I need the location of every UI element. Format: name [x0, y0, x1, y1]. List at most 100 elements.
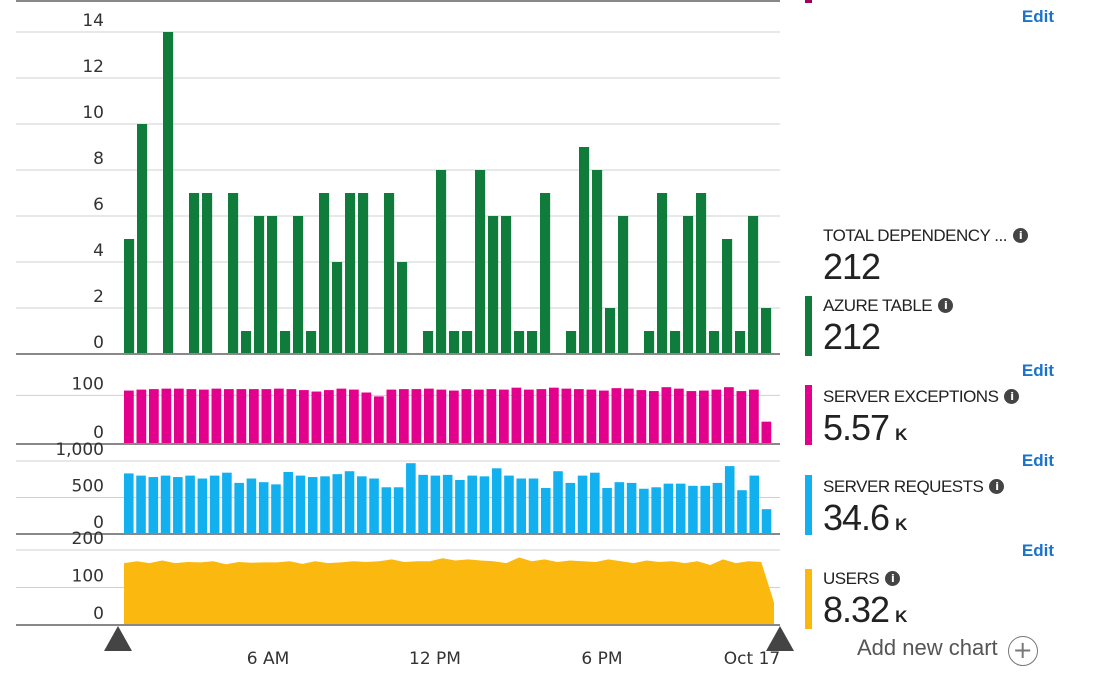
bar[interactable]	[540, 488, 551, 534]
bar[interactable]	[249, 389, 259, 444]
bar[interactable]	[306, 331, 317, 354]
bar[interactable]	[381, 487, 392, 534]
bar[interactable]	[332, 474, 343, 534]
bar[interactable]	[565, 482, 576, 534]
bar[interactable]	[295, 475, 306, 534]
bar[interactable]	[241, 331, 252, 354]
bar[interactable]	[280, 331, 291, 354]
bar[interactable]	[324, 390, 334, 444]
bar[interactable]	[516, 478, 527, 534]
bar[interactable]	[611, 388, 622, 444]
bar[interactable]	[149, 389, 159, 444]
bar[interactable]	[688, 485, 698, 534]
bar[interactable]	[602, 488, 612, 534]
bar[interactable]	[661, 387, 672, 444]
range-end-handle[interactable]	[766, 626, 794, 651]
bar[interactable]	[528, 478, 539, 534]
bar[interactable]	[397, 262, 408, 354]
bar[interactable]	[246, 478, 257, 534]
bar[interactable]	[399, 389, 409, 444]
bar[interactable]	[748, 216, 759, 354]
bar[interactable]	[449, 390, 459, 444]
bar[interactable]	[189, 193, 200, 354]
edit-link[interactable]: Edit	[1021, 361, 1054, 380]
bar[interactable]	[574, 389, 584, 444]
bar[interactable]	[160, 475, 171, 534]
edit-link[interactable]: Edit	[1021, 451, 1054, 470]
bar[interactable]	[236, 389, 247, 444]
range-start-handle[interactable]	[104, 626, 132, 651]
bar[interactable]	[737, 490, 747, 534]
add-new-chart-button[interactable]: Add new chart +	[857, 635, 1038, 666]
bar[interactable]	[499, 389, 509, 444]
bar[interactable]	[644, 331, 655, 354]
bar[interactable]	[274, 388, 284, 444]
bar[interactable]	[749, 389, 759, 444]
bar[interactable]	[436, 389, 447, 444]
bar[interactable]	[626, 482, 637, 534]
bar[interactable]	[267, 216, 278, 354]
bar[interactable]	[174, 388, 184, 444]
bar[interactable]	[467, 475, 477, 534]
bar[interactable]	[423, 331, 434, 354]
bar[interactable]	[436, 170, 447, 354]
bar[interactable]	[724, 466, 735, 534]
bar[interactable]	[344, 471, 355, 534]
bar[interactable]	[579, 147, 590, 354]
bar[interactable]	[639, 488, 649, 534]
bar[interactable]	[657, 193, 668, 354]
bar[interactable]	[332, 262, 343, 354]
bar[interactable]	[374, 396, 384, 444]
bar[interactable]	[283, 471, 293, 534]
bar[interactable]	[393, 487, 404, 534]
bar[interactable]	[683, 216, 694, 354]
bar[interactable]	[761, 509, 772, 534]
bar[interactable]	[386, 389, 397, 444]
bar[interactable]	[605, 308, 616, 354]
bar[interactable]	[358, 193, 369, 354]
info-icon[interactable]: i	[989, 479, 1005, 494]
bar[interactable]	[700, 485, 710, 534]
bar[interactable]	[406, 463, 416, 534]
bar[interactable]	[361, 392, 372, 444]
bar[interactable]	[173, 477, 183, 534]
bar[interactable]	[199, 389, 209, 444]
bar[interactable]	[735, 331, 746, 354]
area-series[interactable]	[124, 557, 774, 626]
info-icon[interactable]: i	[1004, 389, 1020, 404]
bar[interactable]	[566, 331, 577, 354]
bar[interactable]	[614, 482, 625, 534]
bar[interactable]	[124, 473, 134, 534]
bar[interactable]	[590, 472, 600, 534]
bar[interactable]	[307, 477, 318, 534]
info-icon[interactable]: i	[938, 298, 954, 313]
bar[interactable]	[299, 390, 309, 444]
bar[interactable]	[211, 388, 222, 444]
bar[interactable]	[486, 389, 497, 444]
bar[interactable]	[449, 331, 460, 354]
bar[interactable]	[455, 479, 465, 534]
bar[interactable]	[724, 387, 734, 444]
bar[interactable]	[649, 391, 659, 444]
bar[interactable]	[722, 239, 733, 354]
bar[interactable]	[137, 124, 148, 354]
bar[interactable]	[271, 484, 281, 534]
bar[interactable]	[345, 193, 356, 354]
bar[interactable]	[749, 475, 760, 534]
bar[interactable]	[491, 468, 502, 534]
bar[interactable]	[736, 391, 747, 444]
bar[interactable]	[709, 331, 720, 354]
bar[interactable]	[527, 331, 538, 354]
bar[interactable]	[488, 216, 499, 354]
bar[interactable]	[686, 391, 697, 444]
bar[interactable]	[536, 389, 547, 444]
bar[interactable]	[549, 387, 559, 444]
bar[interactable]	[261, 389, 272, 444]
bar[interactable]	[501, 216, 512, 354]
info-icon[interactable]: i	[885, 571, 901, 586]
bar[interactable]	[462, 331, 473, 354]
bar[interactable]	[761, 421, 772, 444]
bar[interactable]	[319, 193, 330, 354]
edit-link[interactable]: Edit	[1021, 7, 1054, 26]
bar[interactable]	[369, 478, 379, 534]
